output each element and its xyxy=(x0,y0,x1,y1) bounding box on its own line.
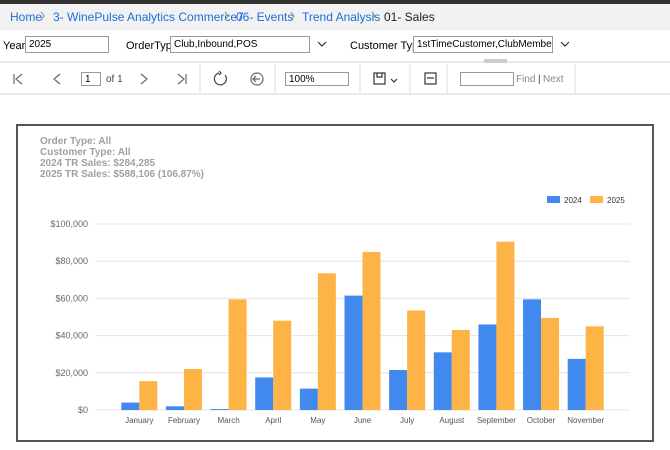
breadcrumb-link[interactable]: Home xyxy=(10,10,43,24)
year-select[interactable]: 2025 xyxy=(25,36,109,53)
save-button[interactable] xyxy=(373,72,386,85)
toolbar-separator: | xyxy=(538,74,541,85)
breadcrumb-chevrons xyxy=(40,11,376,21)
top-strip xyxy=(0,0,670,4)
customer-type-input[interactable]: 1stTimeCustomer,ClubMember,Ot xyxy=(413,36,553,53)
breadcrumb-link[interactable]: 06- Events xyxy=(236,10,294,24)
report-header: Order Type: All xyxy=(40,136,112,147)
back-button[interactable] xyxy=(250,72,264,86)
param-label: Customer Type xyxy=(350,40,425,52)
report-header: 2024 TR Sales: $284,285 xyxy=(40,158,156,169)
zoom-select[interactable]: 100% xyxy=(285,72,349,86)
param-label: OrderType xyxy=(126,40,178,52)
print-button[interactable] xyxy=(424,72,437,85)
breadcrumb-current: 01- Sales xyxy=(384,10,435,24)
param-label: Year xyxy=(3,40,26,52)
report-header: 2025 TR Sales: $588,106 (106.87%) xyxy=(40,169,204,180)
page-count: of 1 xyxy=(106,74,123,85)
breadcrumb-link[interactable]: Trend Analysis xyxy=(302,10,381,24)
find-input[interactable] xyxy=(460,72,514,86)
refresh-button[interactable] xyxy=(213,70,227,86)
breadcrumb-bar xyxy=(0,4,670,30)
breadcrumb-link[interactable]: 3- WinePulse Analytics Commerce7 xyxy=(53,10,244,24)
report-frame xyxy=(16,124,654,442)
report-header: Customer Type: All xyxy=(40,147,131,158)
find-button[interactable]: Find xyxy=(516,74,536,85)
page-input[interactable]: 1 xyxy=(81,72,101,86)
order-type-input[interactable]: Club,Inbound,POS xyxy=(170,36,310,53)
next-button[interactable]: Next xyxy=(543,74,564,85)
nav-buttons[interactable] xyxy=(13,73,187,85)
